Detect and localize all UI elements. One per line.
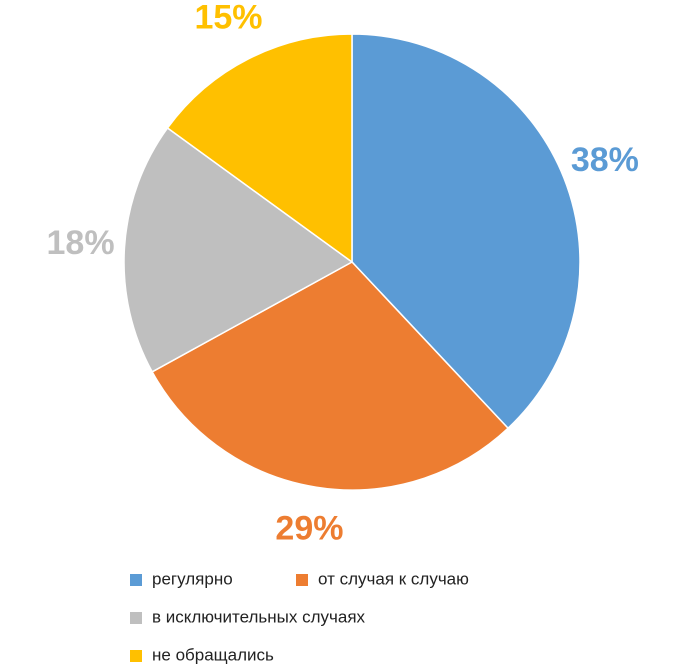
pie-slice xyxy=(123,126,354,373)
data-label: 18% xyxy=(47,224,115,262)
data-label: 38% xyxy=(571,141,639,179)
legend-label: регулярно xyxy=(152,569,233,588)
legend-label: от случая к случаю xyxy=(318,569,469,588)
legend-swatch xyxy=(130,650,142,662)
data-label: 29% xyxy=(275,510,343,548)
legend-swatch xyxy=(296,574,308,586)
legend-swatch xyxy=(130,574,142,586)
pie-slice xyxy=(351,33,581,430)
pie-slice xyxy=(166,33,353,264)
legend-swatch xyxy=(130,612,142,624)
pie-slice xyxy=(151,261,510,491)
data-label: 15% xyxy=(194,0,262,37)
legend-label: не обращались xyxy=(152,645,274,664)
legend-label: в исключительных случаях xyxy=(152,607,366,626)
